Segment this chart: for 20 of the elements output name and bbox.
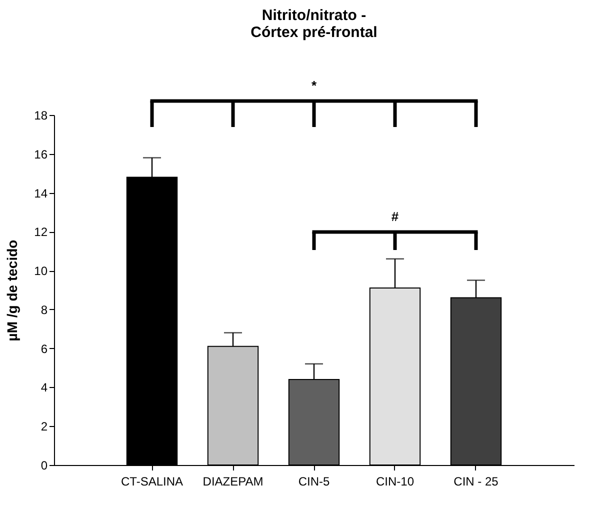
y-tick-label: 18 [34, 108, 48, 122]
y-tick-label: 14 [34, 186, 48, 200]
x-tick-label: CIN-10 [376, 474, 414, 488]
x-tick-label: CIN-5 [298, 474, 330, 488]
y-axis-title: µM /g de tecido [4, 240, 20, 342]
annotation: # [391, 209, 400, 224]
y-tick-label: 6 [40, 342, 48, 356]
y-tick-label: 8 [40, 302, 48, 317]
x-tick-label: DIAZEPAM [202, 474, 264, 488]
text: Nitrito/nitrato - [262, 7, 366, 24]
x-tick-label: CIN - 25 [454, 474, 499, 488]
y-tick-label: 10 [34, 264, 48, 278]
text: * [311, 78, 318, 93]
y-tick-label: 2 [40, 420, 48, 434]
y-tick-label: 16 [34, 147, 48, 162]
y-tick-label: 12 [34, 225, 48, 240]
y-tick-label: 4 [40, 380, 48, 395]
text: Córtex pré-frontal [250, 24, 378, 41]
x-tick-label: CT-SALINA [121, 474, 184, 488]
y-tick-label: 0 [40, 458, 48, 472]
